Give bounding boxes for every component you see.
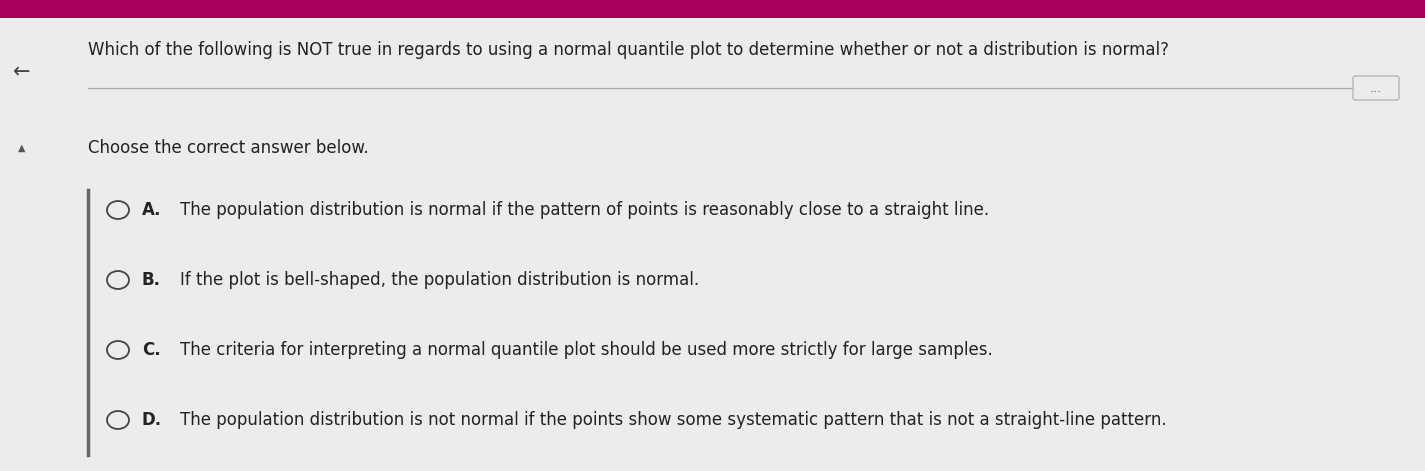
Text: Choose the correct answer below.: Choose the correct answer below.	[88, 139, 369, 157]
Text: D.: D.	[142, 411, 162, 429]
Text: B.: B.	[142, 271, 161, 289]
Text: Which of the following is NOT true in regards to using a normal quantile plot to: Which of the following is NOT true in re…	[88, 41, 1168, 59]
Text: ...: ...	[1369, 81, 1382, 95]
Text: The criteria for interpreting a normal quantile plot should be used more strictl: The criteria for interpreting a normal q…	[180, 341, 993, 359]
Text: The population distribution is not normal if the points show some systematic pat: The population distribution is not norma…	[180, 411, 1167, 429]
Text: ←: ←	[13, 62, 31, 82]
Text: C.: C.	[142, 341, 161, 359]
Text: A.: A.	[142, 201, 161, 219]
FancyBboxPatch shape	[1352, 76, 1399, 100]
Text: ▲: ▲	[19, 143, 26, 153]
Bar	[0, 0, 1425, 18]
Text: If the plot is bell-shaped, the population distribution is normal.: If the plot is bell-shaped, the populati…	[180, 271, 700, 289]
Text: The population distribution is normal if the pattern of points is reasonably clo: The population distribution is normal if…	[180, 201, 989, 219]
